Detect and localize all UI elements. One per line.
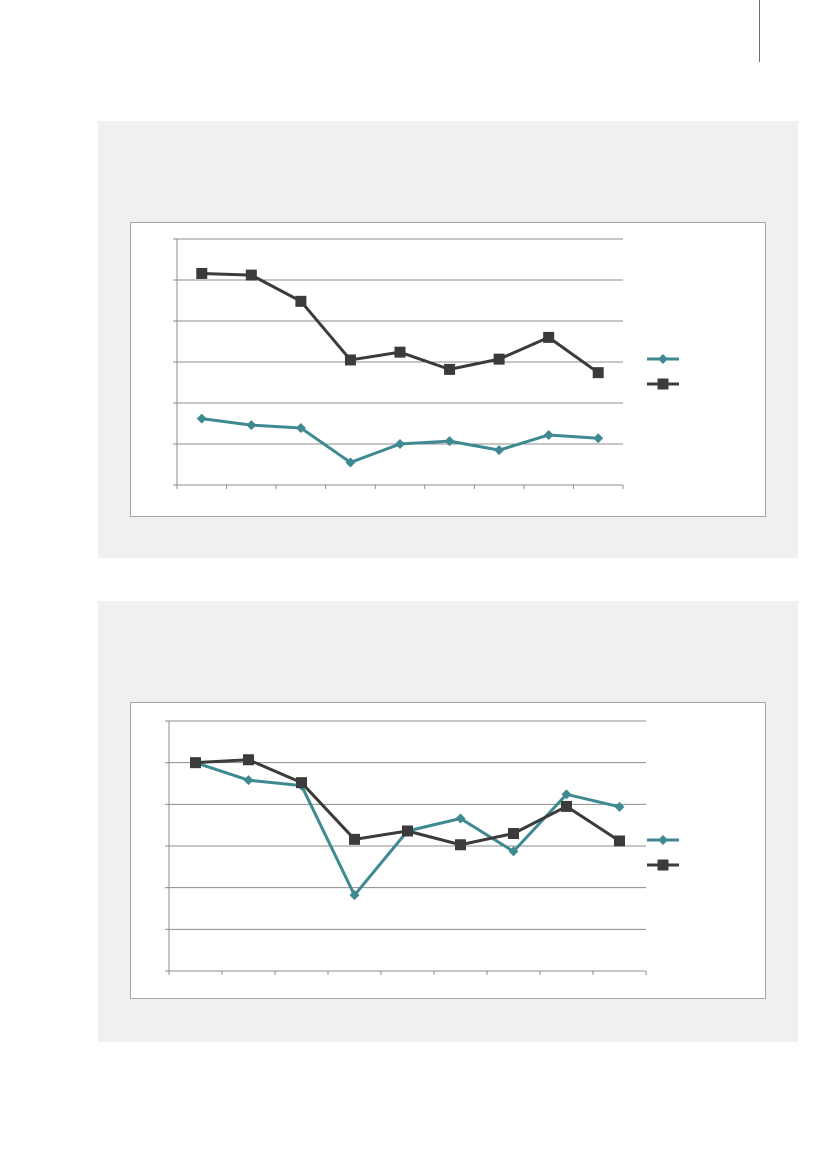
series-2-point-2: [243, 754, 254, 766]
series-1-point-7: [508, 846, 519, 857]
series-1-point-6: [444, 436, 455, 447]
legend-series-1-marker: [658, 835, 668, 845]
series-2-point-4: [344, 354, 356, 366]
line-chart-1: [173, 238, 679, 489]
series-1-point-4: [345, 457, 356, 468]
series-2-point-6: [444, 363, 456, 375]
series-2-point-5: [394, 346, 406, 358]
page-margin-rule: [759, 0, 760, 62]
series-2-line: [201, 271, 600, 374]
series-1-point-5: [395, 439, 405, 449]
chart-panel-2: [98, 601, 798, 1042]
series-1-point-1: [196, 413, 207, 424]
chart-frame-1: [130, 222, 766, 517]
series-1-point-9: [614, 801, 625, 812]
series-1-point-3: [295, 423, 306, 434]
series-2-point-1: [196, 267, 208, 279]
line-chart-2: [165, 720, 679, 975]
series-2-point-7: [493, 353, 505, 365]
chart-panel-1: [98, 121, 798, 558]
series-1-point-2: [243, 775, 254, 786]
series-2-point-4: [349, 833, 360, 845]
legend-series-1-marker: [658, 354, 668, 364]
series-2-point-5: [402, 825, 413, 837]
series-2-point-9: [614, 835, 625, 847]
chart-frame-2: [130, 702, 766, 999]
series-2-point-3: [296, 777, 307, 789]
legend-series-2-marker: [657, 378, 669, 390]
series-2-point-8: [561, 800, 572, 812]
series-2-point-1: [190, 757, 201, 769]
series-2-point-6: [455, 839, 466, 851]
series-2-point-2: [245, 269, 257, 281]
legend-series-2-marker: [657, 859, 669, 871]
series-2-point-8: [543, 331, 555, 343]
series-1-point-7: [494, 445, 505, 456]
series-1-point-9: [593, 433, 604, 444]
series-1-point-4: [349, 890, 360, 901]
series-1-point-8: [561, 789, 572, 800]
series-2-point-7: [508, 828, 519, 839]
series-2-point-9: [592, 367, 604, 379]
series-2-point-3: [295, 295, 307, 307]
series-1-point-6: [455, 813, 466, 824]
series-1-point-8: [543, 429, 554, 440]
series-1-point-2: [246, 420, 257, 431]
